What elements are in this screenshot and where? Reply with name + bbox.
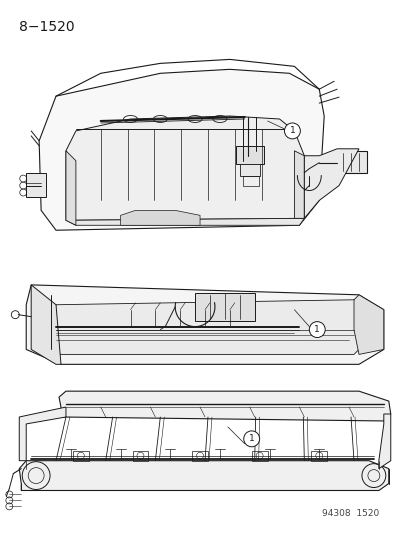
- Text: 8−1520: 8−1520: [19, 20, 75, 34]
- Text: 94308  1520: 94308 1520: [321, 510, 378, 518]
- Polygon shape: [19, 407, 66, 461]
- Circle shape: [284, 123, 300, 139]
- Text: 1: 1: [248, 434, 254, 443]
- Polygon shape: [378, 414, 390, 469]
- Polygon shape: [120, 211, 199, 225]
- Polygon shape: [304, 149, 358, 219]
- Polygon shape: [353, 295, 383, 354]
- Text: 1: 1: [313, 325, 319, 334]
- Circle shape: [309, 321, 325, 337]
- Circle shape: [243, 431, 259, 447]
- Polygon shape: [294, 151, 304, 219]
- Text: 1: 1: [289, 126, 294, 135]
- Polygon shape: [39, 69, 323, 230]
- Polygon shape: [66, 151, 76, 225]
- FancyBboxPatch shape: [235, 146, 263, 164]
- Polygon shape: [51, 300, 373, 354]
- Polygon shape: [66, 116, 304, 220]
- FancyBboxPatch shape: [336, 151, 366, 173]
- Polygon shape: [19, 461, 388, 490]
- Polygon shape: [59, 391, 390, 421]
- Polygon shape: [31, 285, 61, 365]
- FancyBboxPatch shape: [195, 293, 254, 321]
- Polygon shape: [26, 285, 383, 365]
- FancyBboxPatch shape: [26, 173, 46, 197]
- FancyBboxPatch shape: [239, 164, 259, 175]
- Polygon shape: [66, 219, 304, 225]
